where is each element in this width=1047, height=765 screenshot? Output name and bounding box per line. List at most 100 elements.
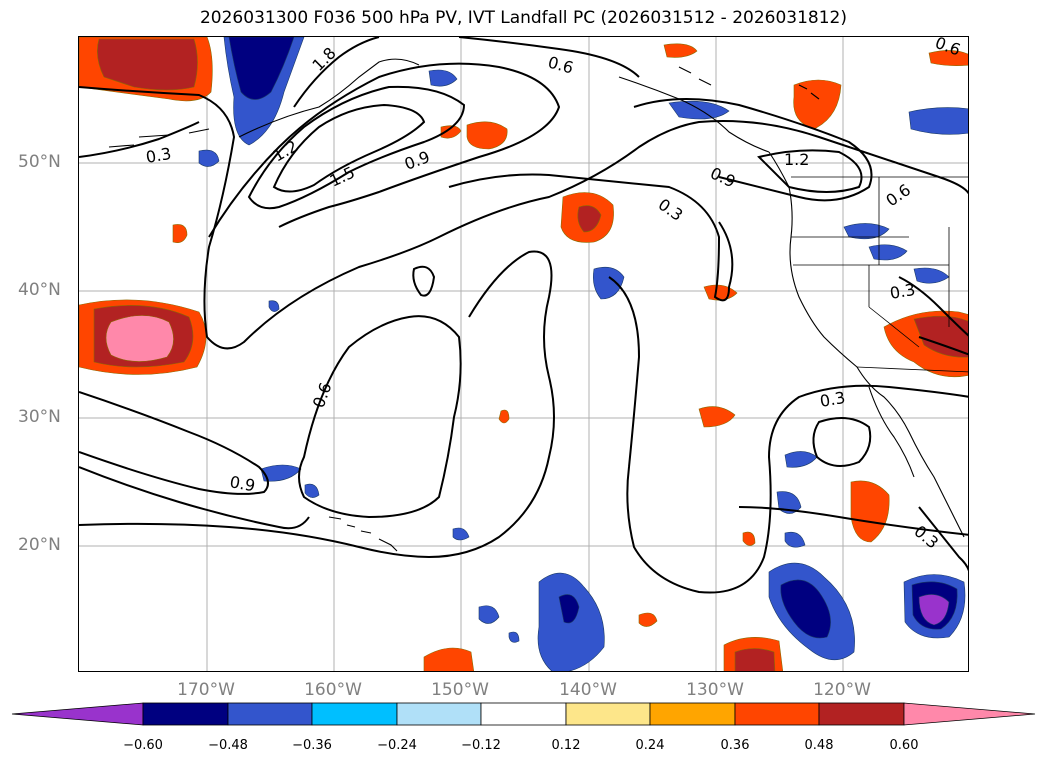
warm-blob-top-right — [928, 50, 968, 66]
contour-label: 0.9 — [707, 163, 738, 191]
contour-0.9-ne — [633, 97, 873, 202]
cool-blob-north-core — [228, 37, 295, 100]
colorbar — [11, 702, 1036, 726]
coast-baja — [868, 386, 915, 478]
colorbar-extend-positive — [903, 702, 1036, 726]
colorbar-bin — [311, 702, 398, 726]
contour-0.6-se — [738, 506, 968, 536]
contour-0.3-center — [428, 250, 555, 558]
state-borders — [791, 176, 968, 373]
colorbar-bin — [734, 702, 820, 726]
contour-1.8 — [293, 37, 380, 108]
warm-blob-mid-north — [466, 121, 508, 150]
colorbar-bin — [649, 702, 736, 726]
contour-label: 1.2 — [270, 136, 302, 165]
cool-blob-coast-a — [843, 223, 890, 240]
contour-0.3-north — [79, 121, 200, 158]
warm-blob-small-a — [172, 224, 188, 243]
colorbar-tick-label: 0.36 — [720, 738, 750, 753]
coast-aleutians — [108, 128, 210, 148]
lat-label-40n: 40°N — [18, 280, 61, 300]
warm-blob-nw-core — [97, 38, 198, 91]
contour-label: 0.6 — [882, 180, 914, 210]
cool-blob-165w — [260, 464, 302, 482]
lat-label-20n: 20°N — [18, 535, 61, 555]
warm-blob-south-a — [423, 647, 475, 671]
colorbar-tick-label: 0.60 — [889, 738, 919, 753]
negative-pc-shading — [198, 37, 968, 671]
contour-0.3-south — [79, 522, 430, 558]
cool-blob-small-h — [508, 631, 520, 643]
contour-label: 0.3 — [910, 522, 942, 553]
contour-label: 1.8 — [308, 43, 339, 74]
contour-label: 0.3 — [144, 144, 172, 167]
warm-blob-sub-d — [742, 531, 756, 546]
warm-blob-west-core — [105, 315, 174, 362]
colorbar-bin — [227, 702, 313, 726]
pv-contours — [79, 37, 968, 594]
contour-label: 0.9 — [228, 472, 256, 495]
lat-label-50n: 50°N — [18, 152, 61, 172]
contour-label: 0.3 — [888, 280, 916, 303]
colorbar-tick-label: −0.60 — [123, 738, 163, 753]
contour-0.6-coast — [918, 336, 968, 356]
contour-0.9-south — [79, 391, 269, 495]
warm-blob-sub-a — [698, 406, 736, 428]
map-canvas: 0.3 1.2 1.5 1.8 0.9 0.6 0.3 0.9 1.2 0.6 … — [79, 37, 968, 671]
cool-blob-140w — [593, 266, 625, 300]
colorbar-tick-label: −0.24 — [377, 738, 417, 753]
coast-hawaii — [328, 516, 398, 552]
contour-label: 0.9 — [402, 147, 432, 174]
colorbar-tick-label: 0.12 — [551, 738, 581, 753]
colorbar-tick-label: −0.36 — [292, 738, 332, 753]
warm-blob-sub-b — [850, 480, 890, 543]
warm-blob-central-core — [577, 205, 602, 233]
cool-blob-south-c-core — [918, 594, 950, 626]
cool-blob-ne-b — [908, 107, 968, 135]
contour-label: 0.6 — [546, 53, 576, 78]
cool-blob-south-b-core — [780, 579, 831, 639]
warm-blob-small-b — [440, 125, 462, 139]
warm-blob-sub-c — [498, 409, 510, 424]
warm-blob-south-c — [638, 612, 658, 627]
cool-blob-south-a-core — [558, 594, 580, 624]
cool-blob-small-c — [268, 300, 280, 312]
warm-blob-coast-core — [913, 315, 968, 358]
border-us-mexico — [856, 366, 968, 373]
contour-0.3-coast — [898, 276, 968, 337]
contour-1.2-ne — [757, 149, 863, 193]
cool-blob-ne-a — [668, 100, 730, 120]
lon-label-130w: 130°W — [686, 680, 744, 700]
colorbar-tick-label: 0.48 — [804, 738, 834, 753]
lon-label-160w: 160°W — [304, 680, 362, 700]
contour-0.3-se — [918, 506, 968, 572]
colorbar-bin — [818, 702, 905, 726]
lon-label-140w: 140°W — [559, 680, 617, 700]
cool-blob-small-g — [478, 605, 500, 624]
contour-0.3-main — [448, 173, 734, 302]
colorbar-tick-label: −0.48 — [208, 738, 248, 753]
cool-blob-small-f — [784, 531, 806, 548]
contour-1.2 — [247, 85, 466, 210]
coast-islands-ne — [678, 66, 820, 100]
border-nv-diag — [868, 306, 920, 348]
lon-label-170w: 170°W — [177, 680, 235, 700]
contour-0.6-ridge — [79, 86, 968, 350]
coast-alaska-panhandle — [618, 76, 770, 153]
colorbar-swatches — [11, 702, 1036, 726]
map-panel: 0.3 1.2 1.5 1.8 0.9 0.6 0.3 0.9 1.2 0.6 … — [78, 36, 969, 672]
graticule — [79, 37, 968, 671]
contour-label: 1.5 — [327, 163, 358, 191]
contour-1.5 — [272, 103, 426, 193]
colorbar-bin — [565, 702, 651, 726]
contour-0.6-mid — [298, 315, 462, 519]
contour-label: 1.2 — [784, 150, 809, 169]
contour-0.9-ridge — [208, 62, 561, 238]
colorbar-tick-label: 0.24 — [635, 738, 665, 753]
lon-label-120w: 120°W — [813, 680, 871, 700]
colorbar-extend-negative — [11, 702, 144, 726]
cool-blob-small-nw — [198, 149, 220, 167]
colorbar-bin — [480, 702, 567, 726]
warm-blob-top-mid — [663, 43, 698, 58]
cool-blob-coast-b — [868, 244, 908, 261]
